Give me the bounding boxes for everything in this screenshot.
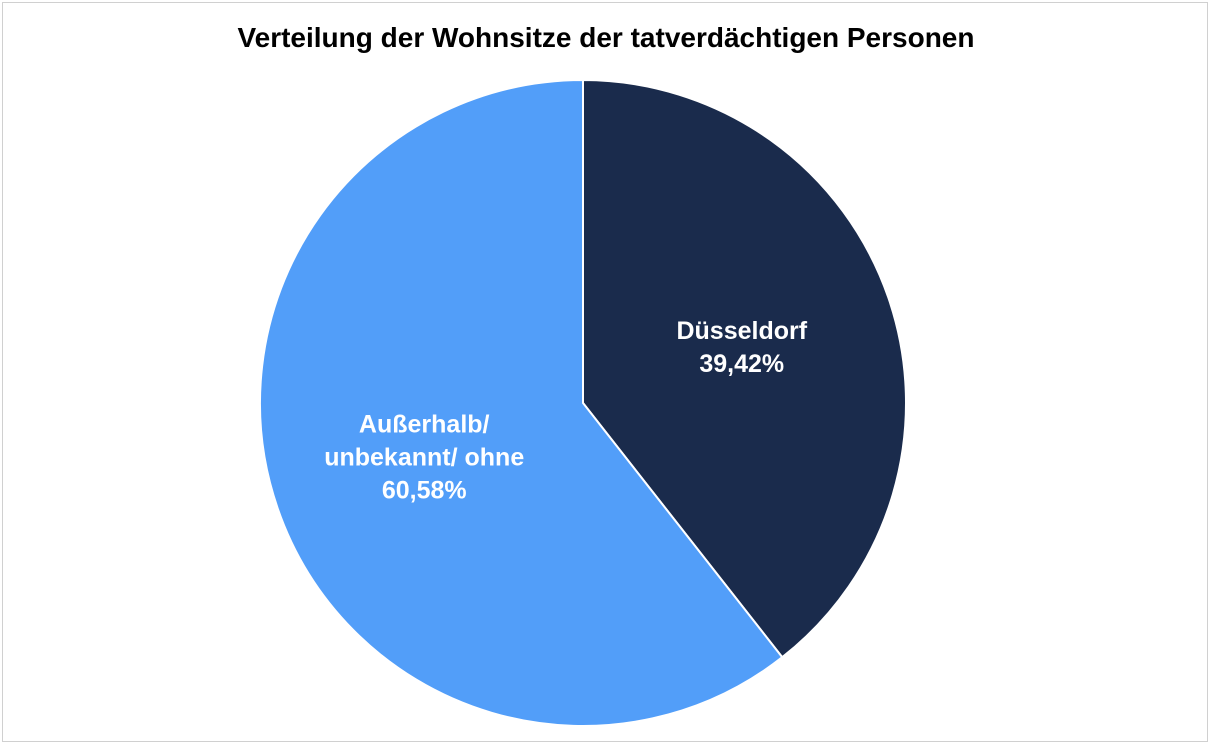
slice-label: Düsseldorf 39,42% [612,315,872,381]
slice-value: 60,58% [381,476,467,505]
slice-name: Außerhalb/ unbekannt/ ohne [324,410,525,472]
chart-title: Verteilung der Wohnsitze der tatverdächt… [237,22,975,53]
pie-slice [582,78,907,659]
pie-slice [259,78,784,727]
slice-label: Außerhalb/ unbekannt/ ohne 60,58% [294,408,554,507]
slice-value: 39,42% [699,350,785,379]
slice-name: Düsseldorf [676,317,808,346]
